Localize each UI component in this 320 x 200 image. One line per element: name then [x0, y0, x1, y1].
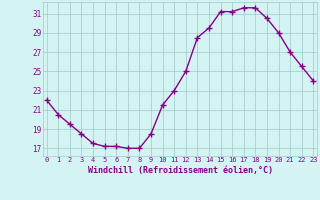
- X-axis label: Windchill (Refroidissement éolien,°C): Windchill (Refroidissement éolien,°C): [87, 166, 273, 175]
